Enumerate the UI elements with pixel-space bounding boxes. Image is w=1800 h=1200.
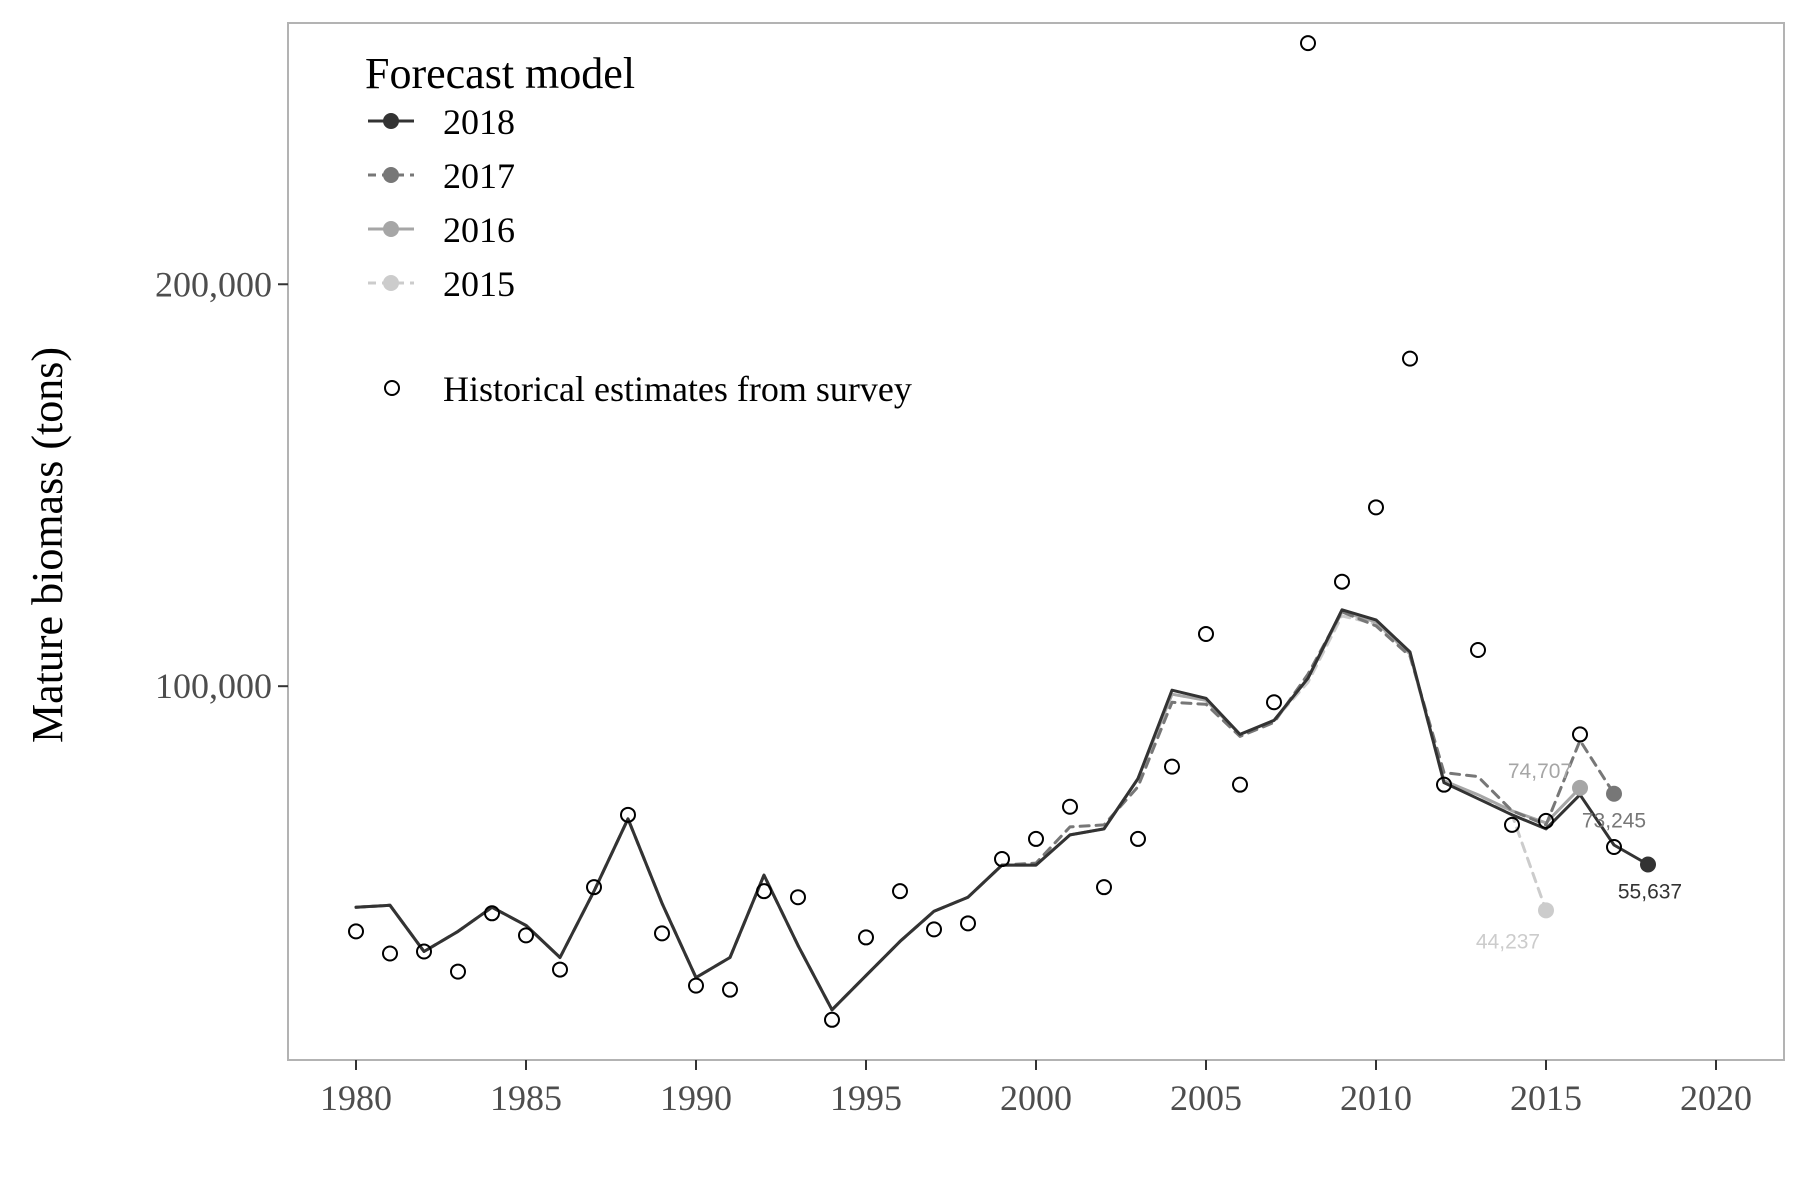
series-line-2015 (354, 614, 1548, 1012)
end-label-2016: 74,707 (1508, 760, 1572, 783)
survey-point-2007 (1266, 694, 1282, 711)
survey-point-1980 (348, 923, 364, 940)
end-markers (1538, 779, 1656, 919)
survey-point-2001 (1062, 798, 1078, 815)
y-tick-label-100000: 100,000 (155, 666, 272, 706)
end-marker-2017 (1606, 785, 1622, 802)
legend-key-dot-2016 (383, 221, 399, 237)
survey-point-2014 (1504, 816, 1520, 833)
survey-point-1993 (790, 889, 806, 906)
legend-label-2018: 2018 (443, 102, 515, 142)
survey-point-2000 (1028, 830, 1044, 847)
series-line-2016 (354, 610, 1582, 1012)
survey-point-2009 (1334, 573, 1350, 590)
legend: Forecast model 2018 2017 2016 2015 Historic… (365, 49, 912, 409)
series-lines (354, 608, 1650, 1012)
survey-point-1992 (756, 883, 772, 900)
series-line-2017 (354, 610, 1616, 1012)
survey-point-2011 (1402, 350, 1418, 367)
legend-survey-key (384, 380, 400, 396)
x-tick-label-1985: 1985 (490, 1078, 562, 1118)
survey-point-1984 (484, 905, 500, 922)
legend-items: 2018 2017 2016 2015 (368, 102, 515, 304)
survey-point-2005 (1198, 625, 1214, 642)
survey-point-1983 (450, 963, 466, 980)
survey-point-2008 (1300, 35, 1316, 52)
x-tick-label-1980: 1980 (320, 1078, 392, 1118)
end-label-2017: 73,245 (1582, 810, 1646, 833)
end-label-2018: 55,637 (1618, 881, 1682, 904)
end-marker-2018 (1640, 856, 1656, 873)
legend-label-2017: 2017 (443, 156, 515, 196)
x-tick-label-2015: 2015 (1510, 1078, 1582, 1118)
x-tick-label-2010: 2010 (1340, 1078, 1412, 1118)
legend-title: Forecast model (365, 49, 635, 98)
survey-points (348, 35, 1622, 1028)
survey-point-2002 (1096, 879, 1112, 896)
end-marker-2015 (1538, 902, 1554, 919)
y-axis-title: Mature biomass (tons) (23, 347, 72, 743)
legend-label-2015: 2015 (443, 264, 515, 304)
legend-label-2016: 2016 (443, 210, 515, 250)
survey-point-2016 (1572, 726, 1588, 743)
survey-point-1985 (518, 927, 534, 944)
survey-point-1994 (824, 1011, 840, 1028)
survey-point-1988 (620, 806, 636, 823)
x-tick-label-2005: 2005 (1170, 1078, 1242, 1118)
legend-survey-label: Historical estimates from survey (443, 369, 912, 409)
survey-point-2017 (1606, 838, 1622, 855)
end-label-2015: 44,237 (1476, 930, 1540, 953)
x-tick-label-2020: 2020 (1680, 1078, 1752, 1118)
legend-key-dot-2018 (383, 113, 399, 129)
survey-point-1998 (960, 915, 976, 932)
series-line-2018 (354, 608, 1650, 1012)
survey-point-2006 (1232, 776, 1248, 793)
x-axis: 1980 1985 1990 1995 2000 2005 2010 2015 2020 (320, 1060, 1752, 1118)
x-tick-label-2000: 2000 (1000, 1078, 1072, 1118)
survey-point-1996 (892, 883, 908, 900)
survey-point-1990 (688, 977, 704, 994)
survey-point-2012 (1436, 776, 1452, 793)
x-tick-label-1990: 1990 (660, 1078, 732, 1118)
survey-point-1989 (654, 925, 670, 942)
survey-point-1999 (994, 851, 1010, 868)
survey-point-2015 (1538, 812, 1554, 829)
y-axis: 100,000 200,000 (155, 264, 288, 706)
legend-key-dot-2017 (383, 167, 399, 183)
survey-point-2003 (1130, 830, 1146, 847)
survey-point-1997 (926, 921, 942, 938)
legend-key-dot-2015 (383, 275, 399, 291)
survey-point-1995 (858, 929, 874, 946)
survey-point-1982 (416, 943, 432, 960)
end-marker-2016 (1572, 779, 1588, 796)
survey-point-1981 (382, 945, 398, 962)
end-labels: 55,637 73,245 74,707 44,237 (1476, 760, 1682, 953)
x-tick-label-1995: 1995 (830, 1078, 902, 1118)
survey-point-2013 (1470, 642, 1486, 659)
survey-point-1986 (552, 961, 568, 978)
y-tick-label-200000: 200,000 (155, 264, 272, 304)
survey-point-1991 (722, 981, 738, 998)
survey-point-2004 (1164, 758, 1180, 775)
survey-point-2010 (1368, 499, 1384, 516)
survey-point-1987 (586, 879, 602, 896)
